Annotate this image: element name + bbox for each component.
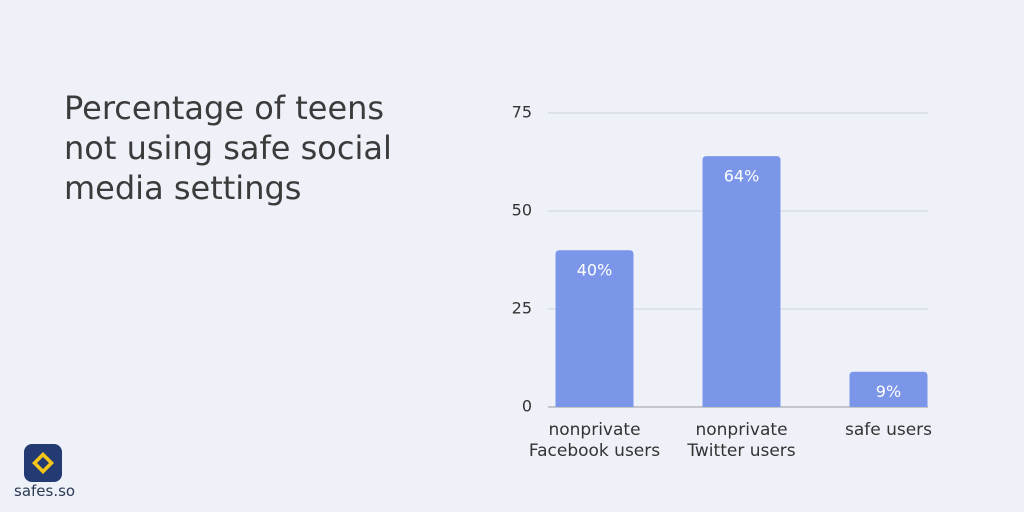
value-label: 64% [724,167,760,186]
y-tick-label: 50 [512,201,532,220]
bar [849,371,928,407]
bar [702,156,781,407]
x-tick-label: nonprivate Twitter users [686,420,795,461]
chart-title: Percentage of teens not using safe socia… [64,89,392,207]
logo-icon [24,444,62,482]
brand-name: safes.so [14,482,76,500]
y-tick-label: 25 [512,299,532,318]
x-tick-label: safe users [845,420,932,440]
value-label: 40% [577,261,613,280]
y-tick-label: 0 [522,397,532,416]
value-label: 9% [876,382,901,401]
x-tick-label: nonprivate Facebook users [529,420,660,461]
bar [555,250,634,407]
y-tick-label: 75 [512,103,532,122]
